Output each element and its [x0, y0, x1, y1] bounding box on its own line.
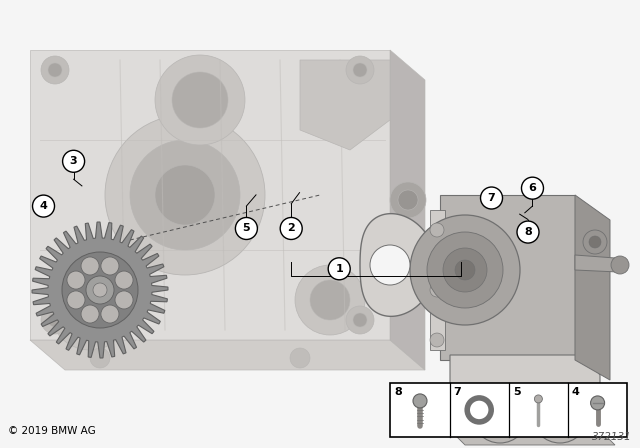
Polygon shape — [450, 355, 600, 430]
Circle shape — [481, 187, 502, 209]
Text: 2: 2 — [287, 224, 295, 233]
Circle shape — [81, 257, 99, 275]
Text: 6: 6 — [529, 183, 536, 193]
Bar — [390, 383, 627, 437]
Circle shape — [236, 217, 257, 240]
Circle shape — [81, 305, 99, 323]
Text: 4: 4 — [572, 387, 580, 397]
Circle shape — [155, 55, 245, 145]
Circle shape — [310, 280, 350, 320]
Circle shape — [67, 271, 85, 289]
Circle shape — [290, 348, 310, 368]
Circle shape — [101, 305, 119, 323]
Text: 8: 8 — [524, 227, 532, 237]
Circle shape — [390, 182, 426, 218]
Text: 5: 5 — [513, 387, 520, 397]
Polygon shape — [415, 262, 462, 278]
Circle shape — [591, 396, 605, 410]
Polygon shape — [30, 50, 390, 340]
Polygon shape — [32, 222, 168, 358]
Circle shape — [90, 348, 110, 368]
Text: 372131: 372131 — [592, 432, 632, 442]
Polygon shape — [390, 50, 425, 370]
Text: 8: 8 — [394, 387, 402, 397]
Polygon shape — [450, 430, 615, 445]
Circle shape — [328, 258, 350, 280]
Circle shape — [398, 190, 418, 210]
Polygon shape — [575, 195, 610, 380]
Circle shape — [353, 313, 367, 327]
Circle shape — [48, 313, 62, 327]
Circle shape — [280, 217, 302, 240]
Circle shape — [346, 56, 374, 84]
Circle shape — [48, 63, 62, 77]
Circle shape — [66, 286, 114, 334]
Circle shape — [50, 270, 130, 350]
Text: 3: 3 — [70, 156, 77, 166]
Circle shape — [41, 306, 69, 334]
Circle shape — [172, 72, 228, 128]
Circle shape — [611, 256, 629, 274]
Circle shape — [115, 271, 133, 289]
Polygon shape — [300, 60, 390, 150]
Text: 7: 7 — [488, 193, 495, 203]
Polygon shape — [360, 214, 436, 316]
Circle shape — [93, 283, 107, 297]
Circle shape — [115, 291, 133, 309]
Circle shape — [370, 245, 410, 285]
Circle shape — [534, 395, 543, 403]
Circle shape — [62, 252, 138, 328]
Circle shape — [130, 140, 240, 250]
Circle shape — [443, 248, 487, 292]
Circle shape — [427, 232, 503, 308]
Circle shape — [472, 387, 528, 443]
Text: © 2019 BMW AG: © 2019 BMW AG — [8, 426, 96, 436]
Circle shape — [491, 406, 509, 424]
Polygon shape — [30, 340, 425, 370]
Circle shape — [41, 56, 69, 84]
Circle shape — [430, 333, 444, 347]
Circle shape — [67, 291, 85, 309]
Circle shape — [589, 236, 601, 248]
Polygon shape — [430, 210, 445, 350]
Polygon shape — [440, 195, 575, 360]
Circle shape — [522, 177, 543, 199]
Circle shape — [551, 406, 569, 424]
Circle shape — [583, 230, 607, 254]
Circle shape — [455, 260, 475, 280]
Circle shape — [482, 397, 518, 433]
Circle shape — [410, 215, 520, 325]
Circle shape — [517, 221, 539, 243]
Circle shape — [63, 150, 84, 172]
Circle shape — [346, 306, 374, 334]
Circle shape — [155, 165, 215, 225]
Circle shape — [532, 387, 588, 443]
Text: 1: 1 — [335, 264, 343, 274]
Circle shape — [413, 394, 427, 408]
Circle shape — [295, 265, 365, 335]
Polygon shape — [575, 255, 618, 272]
Circle shape — [86, 276, 114, 304]
Circle shape — [430, 283, 444, 297]
Circle shape — [101, 257, 119, 275]
Text: 7: 7 — [454, 387, 461, 397]
Text: 4: 4 — [40, 201, 47, 211]
Circle shape — [430, 223, 444, 237]
Circle shape — [105, 115, 265, 275]
Circle shape — [542, 397, 578, 433]
Circle shape — [33, 195, 54, 217]
Circle shape — [353, 63, 367, 77]
Text: 5: 5 — [243, 224, 250, 233]
